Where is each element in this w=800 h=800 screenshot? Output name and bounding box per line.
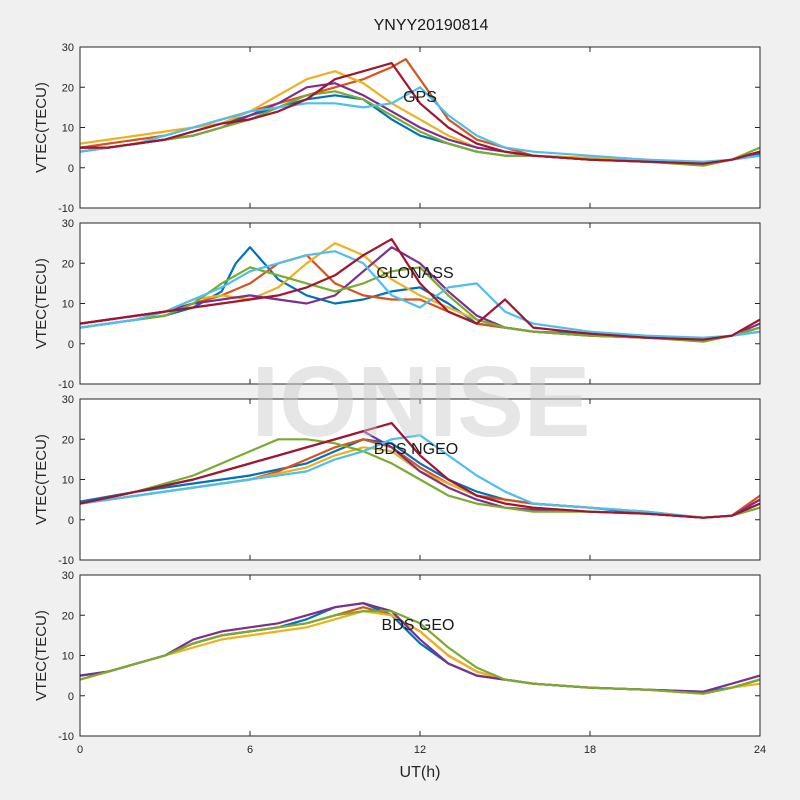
series-group	[80, 602, 760, 695]
watermark: IONISE	[252, 346, 591, 458]
x-tick-label: 18	[584, 744, 596, 756]
y-tick-label: 0	[68, 163, 74, 175]
series-line-7	[80, 238, 760, 341]
x-axis-label: UT(h)	[400, 764, 441, 781]
y-tick-label: 20	[62, 610, 74, 622]
y-tick-label: -10	[58, 555, 74, 567]
y-tick-label: -10	[58, 379, 74, 391]
y-tick-label: -10	[58, 203, 74, 215]
x-tick-label: 6	[247, 744, 253, 756]
series-line-6	[80, 434, 760, 519]
series-line-7	[80, 422, 760, 519]
series-group	[80, 238, 760, 343]
series-line-6	[80, 250, 760, 339]
y-tick-label: 10	[62, 123, 74, 135]
y-axis-label: VTEC(TECU)	[33, 434, 50, 525]
y-tick-label: 0	[68, 515, 74, 527]
y-tick-label: 30	[62, 42, 74, 54]
y-tick-label: 10	[62, 475, 74, 487]
x-tick-label: 0	[77, 744, 83, 756]
y-tick-label: 30	[62, 218, 74, 230]
series-line-5	[80, 610, 760, 695]
panel-label: GPS	[403, 89, 437, 106]
y-tick-label: 10	[62, 299, 74, 311]
y-tick-label: 30	[62, 570, 74, 582]
y-axis-label: VTEC(TECU)	[33, 610, 50, 701]
y-tick-label: 30	[62, 394, 74, 406]
panel-2: -10 0 10 20 30 VTEC(TECU) GLONASS	[33, 218, 761, 391]
plot-area	[80, 575, 760, 736]
y-tick-label: 10	[62, 651, 74, 663]
y-tick-label: 20	[62, 434, 74, 446]
y-tick-label: 20	[62, 82, 74, 94]
x-tick-label: 24	[754, 744, 766, 756]
y-tick-label: 0	[68, 339, 74, 351]
figure-title: YNYY20190814	[374, 17, 489, 34]
y-axis-label: VTEC(TECU)	[33, 258, 50, 349]
series-line-6	[80, 86, 760, 163]
panel-label: BDS GEO	[382, 617, 455, 634]
y-tick-label: 0	[68, 691, 74, 703]
series-group	[80, 57, 760, 167]
x-tick-label: 12	[414, 744, 426, 756]
y-tick-label: -10	[58, 731, 74, 743]
panel-3: -10 0 10 20 30 VTEC(TECU) BDS NGEO	[33, 394, 761, 567]
panel-label: GLONASS	[376, 265, 453, 282]
panel-1: -10 0 10 20 30 VTEC(TECU) GPS	[33, 42, 761, 215]
series-group	[80, 422, 760, 519]
y-tick-label: 20	[62, 258, 74, 270]
y-axis-label: VTEC(TECU)	[33, 82, 50, 173]
series-line-7	[80, 61, 760, 165]
panel-label: BDS NGEO	[374, 441, 458, 458]
